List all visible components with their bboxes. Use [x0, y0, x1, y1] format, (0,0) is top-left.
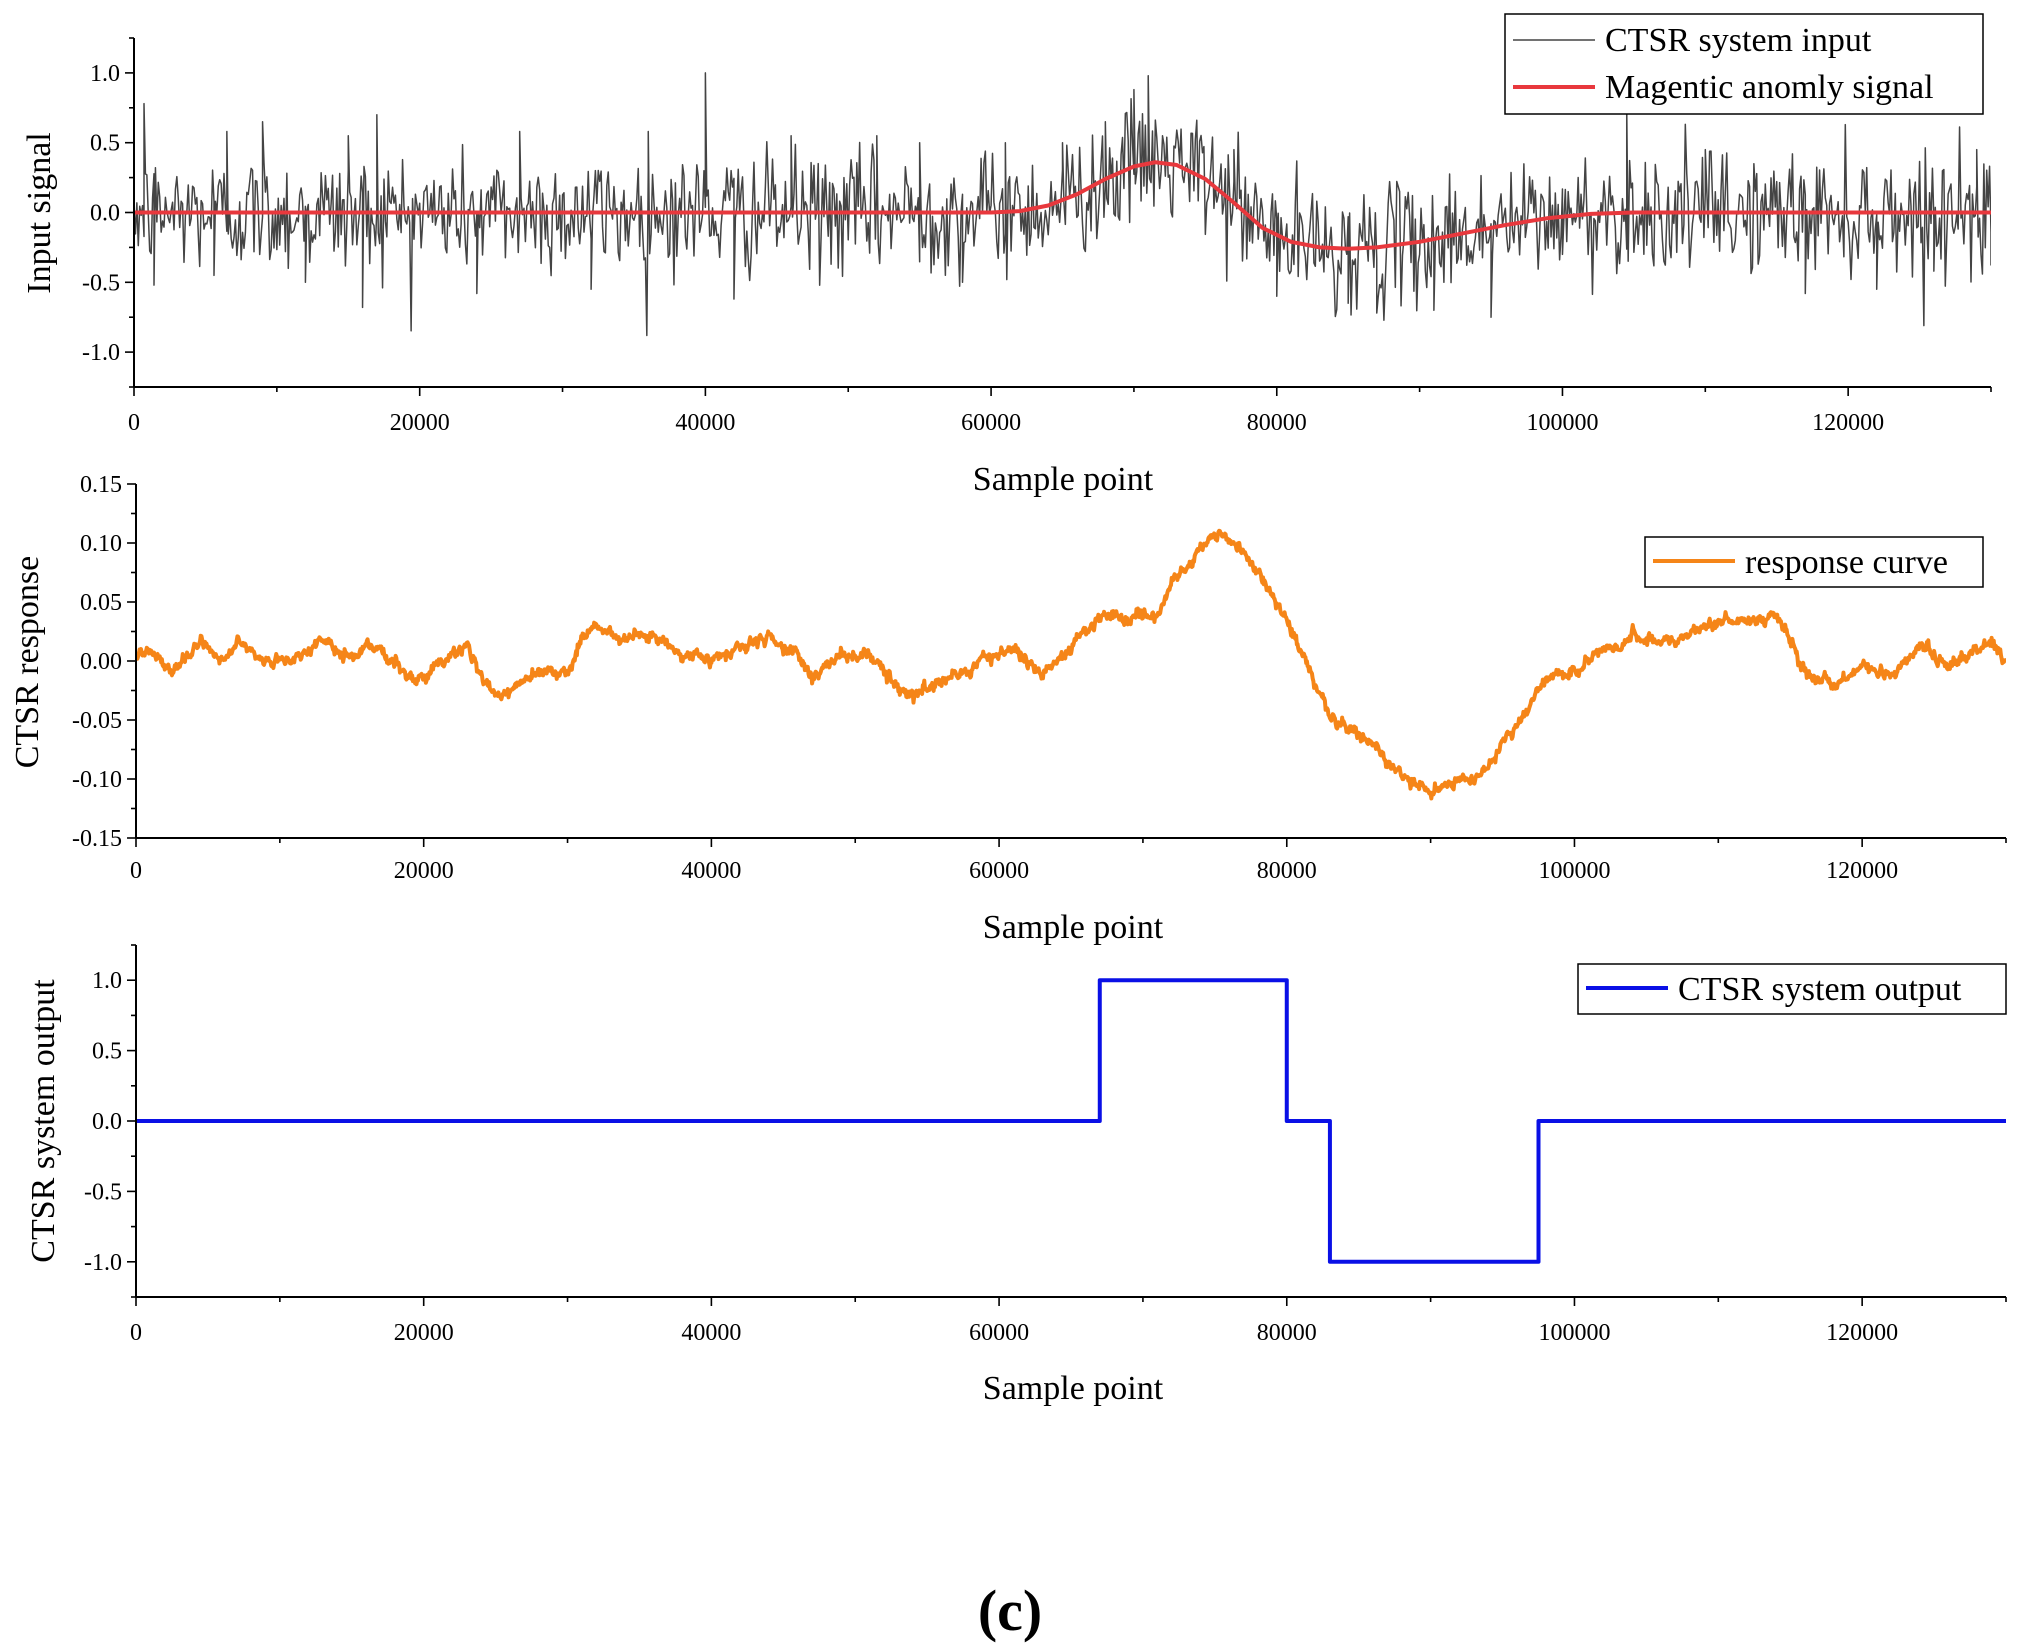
output-legend-label: CTSR system output — [1678, 971, 1962, 1008]
input-series-line-1 — [134, 160, 1991, 251]
input-x-axis-label: Sample point — [973, 461, 1154, 498]
response-x-tick-label: 0 — [130, 858, 142, 884]
input-x-tick-label: 60000 — [961, 410, 1021, 436]
output-axes: 0 20000 40000 60000 80000 100000 120000 -1.0 -0.… — [84, 944, 2007, 1346]
input-y-tick-label: -1.0 — [82, 340, 120, 366]
output-x-tick-label: 100000 — [1538, 1320, 1610, 1346]
response-x-axis-label: Sample point — [983, 909, 1164, 946]
input-y-tick-label: 0.5 — [90, 131, 120, 157]
output-x-tick-label: 120000 — [1826, 1320, 1898, 1346]
input-x-tick-label: 0 — [128, 410, 140, 436]
input-y-axis-label: Input signal — [21, 132, 58, 293]
response-y-tick-label: 0.15 — [80, 472, 122, 498]
response-legend-label: response curve — [1745, 544, 1948, 581]
output-x-tick-label: 40000 — [681, 1320, 741, 1346]
response-series-layer — [136, 528, 2006, 801]
input-series-line-0 — [134, 72, 1991, 337]
input-legend-box — [1504, 13, 1984, 115]
input-x-tick-label: 40000 — [675, 410, 735, 436]
response-y-axis-label: CTSR response — [9, 556, 46, 769]
output-series-layer — [136, 978, 2006, 1264]
input-y-tick-label: 0.0 — [90, 201, 120, 227]
input-x-tick-label: 120000 — [1812, 410, 1884, 436]
response-y-tick-label: -0.05 — [72, 708, 122, 734]
output-y-tick-label: 1.0 — [92, 968, 122, 994]
response-y-tick-label: 0.10 — [80, 531, 122, 557]
output-x-tick-label: 80000 — [1257, 1320, 1317, 1346]
input-y-tick-label: 1.0 — [90, 61, 120, 87]
figure-caption: (c) — [978, 1578, 1042, 1643]
input-series-layer — [134, 72, 1991, 337]
output-x-tick-label: 20000 — [394, 1320, 454, 1346]
response-x-tick-label: 40000 — [681, 858, 741, 884]
output-legend: CTSR system output — [1577, 963, 2007, 1015]
input-legend-label-noise: CTSR system input — [1605, 22, 1872, 59]
output-series-line-0 — [136, 978, 2006, 1264]
response-legend: response curve — [1644, 536, 1984, 588]
response-axes: 0 20000 40000 60000 80000 100000 120000 -0.15 -0… — [72, 472, 2007, 884]
output-y-axis-label: CTSR system output — [25, 979, 62, 1263]
response-x-tick-label: 20000 — [394, 858, 454, 884]
output-y-tick-label: -1.0 — [84, 1250, 122, 1276]
response-series-line-0 — [136, 528, 2006, 801]
response-y-tick-label: 0.05 — [80, 590, 122, 616]
input-legend: CTSR system input Magentic anomly signal — [1504, 13, 1984, 115]
response-x-tick-label: 120000 — [1826, 858, 1898, 884]
input-axes: 0 20000 40000 60000 80000 100000 120000 -1.0 -0.… — [82, 37, 1992, 436]
response-y-tick-label: -0.15 — [72, 826, 122, 852]
response-y-tick-label: -0.10 — [72, 767, 122, 793]
output-x-tick-label: 0 — [130, 1320, 142, 1346]
output-y-tick-label: 0.5 — [92, 1039, 122, 1065]
response-x-tick-label: 80000 — [1257, 858, 1317, 884]
input-x-tick-label: 20000 — [390, 410, 450, 436]
input-signal-panel: 0 20000 40000 60000 80000 100000 120000 -1.0 -0.… — [21, 13, 1992, 498]
input-y-tick-label: -0.5 — [82, 270, 120, 296]
input-x-tick-label: 100000 — [1526, 410, 1598, 436]
output-y-tick-label: 0.0 — [92, 1109, 122, 1135]
output-panel: 0 20000 40000 60000 80000 100000 120000 -1.0 -0.… — [25, 944, 2007, 1407]
input-x-tick-label: 80000 — [1247, 410, 1307, 436]
response-x-tick-label: 100000 — [1538, 858, 1610, 884]
response-panel: 0 20000 40000 60000 80000 100000 120000 -0.15 -0… — [9, 472, 2007, 946]
response-x-tick-label: 60000 — [969, 858, 1029, 884]
output-y-tick-label: -0.5 — [84, 1179, 122, 1205]
output-x-axis-label: Sample point — [983, 1370, 1164, 1407]
response-y-tick-label: 0.00 — [80, 649, 122, 675]
input-legend-label-anomaly: Magentic anomly signal — [1605, 69, 1934, 106]
output-legend-box — [1577, 963, 2007, 1015]
output-x-tick-label: 60000 — [969, 1320, 1029, 1346]
